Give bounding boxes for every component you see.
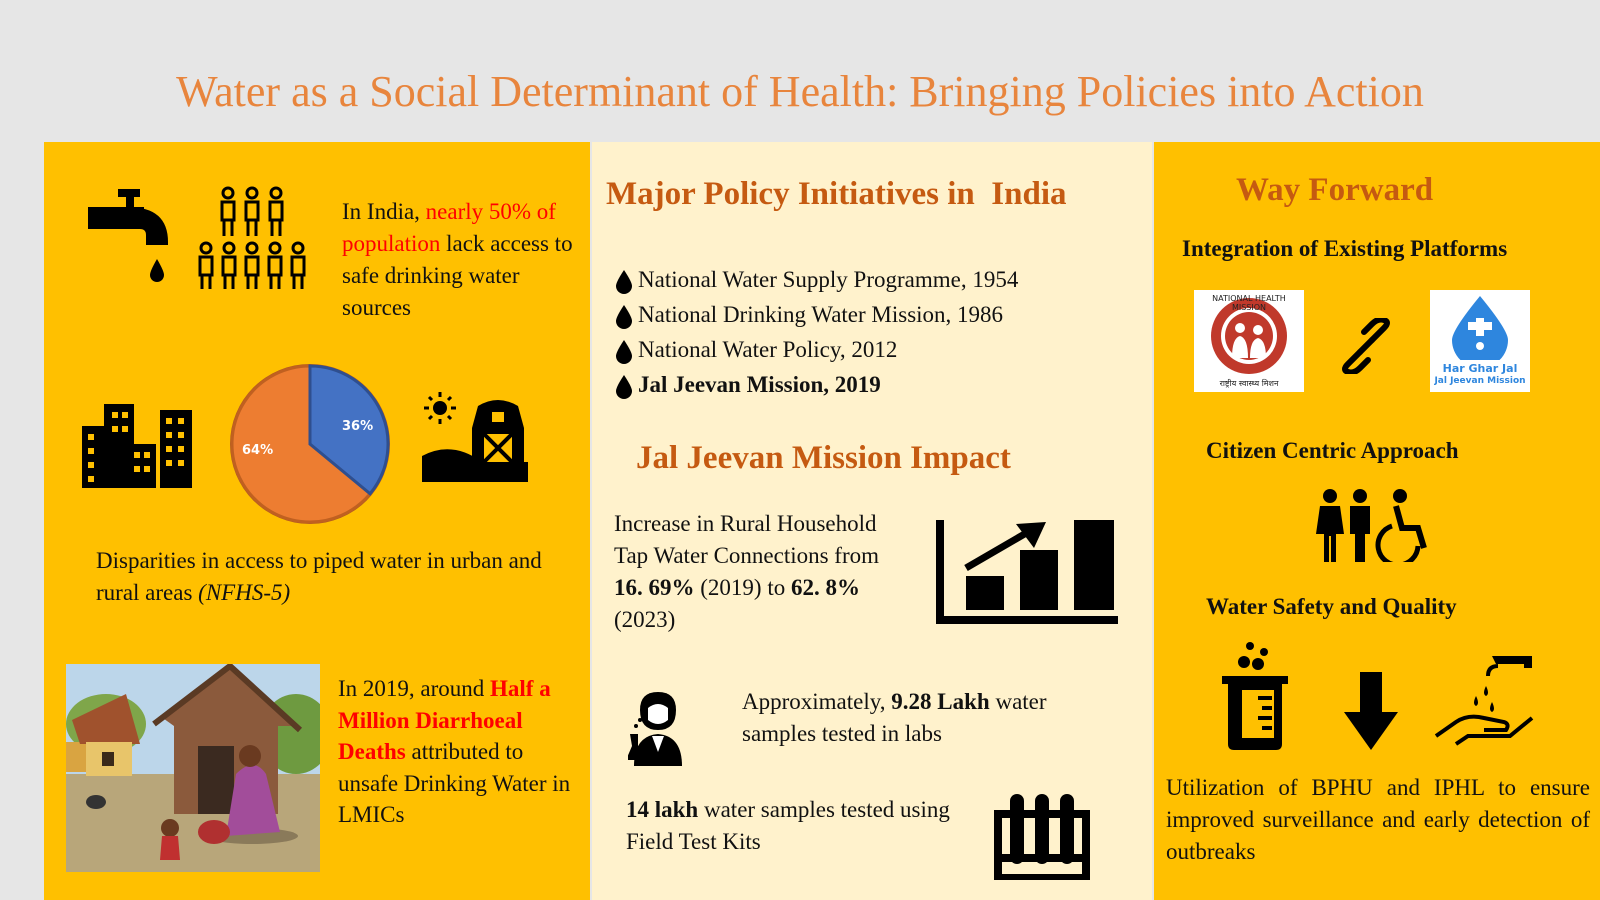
field-value: 14 lakh <box>626 797 699 822</box>
nhm-logo-text: NATIONAL HEALTH MISSION <box>1212 294 1286 312</box>
impact-value: 16. 69% <box>614 575 695 600</box>
diarrhoeal-deaths-stat: In 2019, around Half a Million Diarrhoea… <box>338 673 584 831</box>
right-panel: Way Forward Integration of Existing Plat… <box>1154 142 1600 900</box>
farm-barn-icon <box>422 390 528 482</box>
nhm-logo: NATIONAL HEALTH MISSION राष्ट्रीय स्वास्… <box>1194 290 1304 392</box>
lab-tests-stat: Approximately, 9.28 Lakh water samples t… <box>742 686 1122 750</box>
har-ghar-jal-logo: Har Ghar Jal Jal Jeevan Mission <box>1430 290 1530 392</box>
policy-label: National Water Policy, 2012 <box>638 337 898 362</box>
population-icon <box>196 186 308 292</box>
safety-heading: Water Safety and Quality <box>1206 594 1457 619</box>
policy-list: National Water Supply Programme, 1954 Na… <box>616 262 1018 402</box>
water-drop-icon <box>616 304 632 329</box>
policy-label: National Water Supply Programme, 1954 <box>638 267 1019 292</box>
policy-heading: Major Policy Initiatives in India <box>606 176 1067 212</box>
growth-chart-icon <box>936 520 1118 624</box>
hgj-subtitle: Jal Jeevan Mission <box>1434 376 1526 386</box>
nhm-hindi-text: राष्ट्रीय स्वास्थ्य मिशन <box>1219 379 1279 388</box>
integration-heading: Integration of Existing Platforms <box>1182 236 1508 261</box>
arrow-down-icon <box>1344 672 1398 750</box>
impact-text: Increase in Rural Household Tap Water Co… <box>614 511 880 568</box>
water-drop-icon <box>616 339 632 364</box>
village-illustration <box>66 664 320 872</box>
policy-item: Jal Jeevan Mission, 2019 <box>616 367 1018 402</box>
field-text: water samples tested using Field Test Ki… <box>626 797 950 854</box>
stat-text: In India, <box>342 199 426 224</box>
pie-slice-urban <box>308 364 390 496</box>
impact-text: (2019) to <box>694 575 791 600</box>
utilization-text: Utilization of BPHU and IPHL to ensure i… <box>1166 775 1590 864</box>
water-drop-icon <box>616 374 632 399</box>
urban-rural-pie: 36% 64% <box>228 362 392 526</box>
impact-text: (2023) <box>614 607 676 632</box>
pie-slice-rural <box>230 364 373 524</box>
policy-label: National Drinking Water Mission, 1986 <box>638 302 1004 327</box>
policy-item: National Water Supply Programme, 1954 <box>616 262 1018 297</box>
pie-label-urban: 36% <box>342 419 373 434</box>
citizens-icon <box>1314 488 1434 562</box>
field-kit-stat: 14 lakh water samples tested using Field… <box>626 794 956 858</box>
citizen-heading: Citizen Centric Approach <box>1206 438 1459 463</box>
hand-washing-icon <box>1434 652 1538 746</box>
disparity-caption: Disparities in access to piped water in … <box>96 545 576 609</box>
lab-text: Approximately, <box>742 689 892 714</box>
test-tubes-icon <box>994 794 1090 880</box>
lab-value: 9.28 Lakh <box>891 689 990 714</box>
stat-highlight: nearly 50% of population <box>342 199 556 256</box>
beaker-icon <box>1220 640 1290 750</box>
impact-heading: Jal Jeevan Mission Impact <box>636 440 1011 476</box>
lab-scientist-icon <box>628 690 700 766</box>
tap-connection-stat: Increase in Rural Household Tap Water Co… <box>614 508 910 636</box>
water-drop-icon <box>616 269 632 294</box>
stat-text: In 2019, around <box>338 676 491 701</box>
safe-water-stat: In India, nearly 50% of population lack … <box>342 196 588 324</box>
middle-panel: Major Policy Initiatives in India Nation… <box>592 142 1152 900</box>
policy-item: National Water Policy, 2012 <box>616 332 1018 367</box>
caption-source: (NFHS-5) <box>198 580 291 605</box>
left-panel: In India, nearly 50% of population lack … <box>44 142 590 900</box>
page-title: Water as a Social Determinant of Health:… <box>176 67 1424 116</box>
stat-text: attributed to unsafe Drinking Water in L… <box>338 739 571 827</box>
policy-label: Jal Jeevan Mission, 2019 <box>638 372 881 397</box>
way-forward-heading: Way Forward <box>1236 172 1434 208</box>
hgj-title: Har Ghar Jal <box>1442 362 1518 375</box>
lab-text: water samples tested in labs <box>742 689 1047 746</box>
policy-item: National Drinking Water Mission, 1986 <box>616 297 1018 332</box>
link-chain-icon <box>1338 318 1394 374</box>
stat-highlight: Half a Million Diarrhoeal Deaths <box>338 676 551 764</box>
tap-icon <box>88 187 178 287</box>
impact-value: 62. 8% <box>790 575 860 600</box>
caption-text: Disparities in access to piped water in … <box>96 548 542 605</box>
stat-text: lack access to safe drinking water sourc… <box>342 231 573 320</box>
pie-label-rural: 64% <box>242 443 273 458</box>
city-buildings-icon <box>82 404 194 488</box>
